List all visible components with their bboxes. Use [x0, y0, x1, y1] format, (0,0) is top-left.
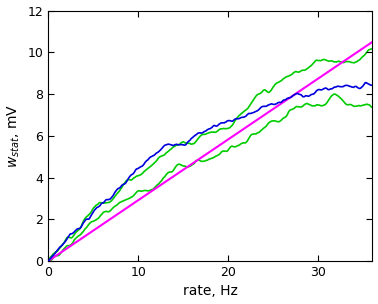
X-axis label: rate, Hz: rate, Hz	[183, 285, 238, 299]
Y-axis label: $w_{stat}$, mV: $w_{stat}$, mV	[6, 104, 22, 168]
